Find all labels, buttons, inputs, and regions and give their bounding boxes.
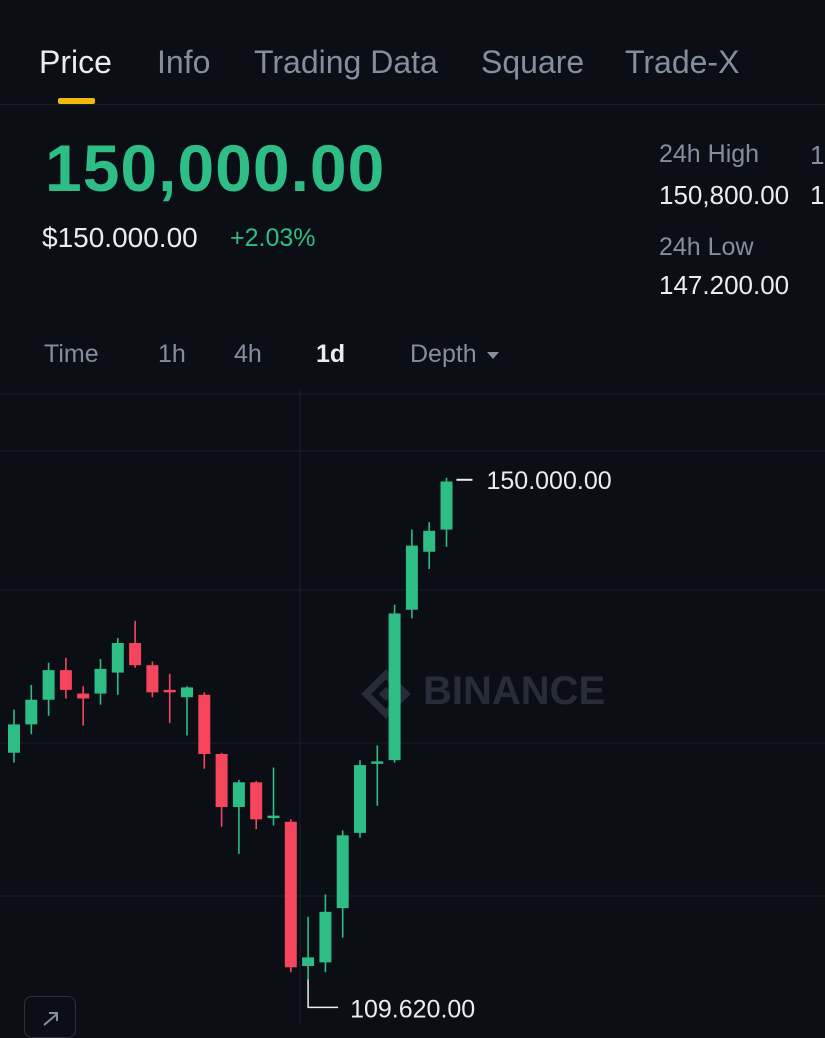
candle [423,522,436,570]
candle-body [25,699,38,725]
active-tab-indicator [58,98,95,104]
candles [8,477,453,980]
candle [440,477,453,547]
last-price: 150,000.00 [45,131,386,205]
candle-body [163,689,176,693]
clipped-stat-label: 1 [810,140,825,170]
candle-body [146,665,159,693]
candle-body [354,765,366,833]
low-24h-label: 24h Low [659,233,754,261]
tab-square[interactable]: Square [481,44,585,80]
candle-body [59,670,72,690]
tab-info[interactable]: Info [157,44,211,80]
candle-body [215,753,228,807]
candle-body [42,670,55,700]
candle-body [267,815,280,819]
candle [129,620,142,668]
candle [302,916,315,980]
candle [250,781,263,830]
expand-arrow-icon [43,1012,58,1026]
low-24h-value: 147.200.00 [659,270,790,300]
candle [232,779,245,854]
candle-body [302,957,315,967]
candlestick-chart[interactable]: BINANCE 150.000.00 109.620.00 [0,390,825,1024]
depth-label: Depth [410,340,477,368]
chart-canvas: BINANCE 150.000.00 109.620.00 [0,390,825,1024]
clipped-stat-value: 1 [810,180,825,210]
binance-watermark: BINANCE [361,669,605,719]
candle-body [440,481,453,530]
candle-body [8,724,20,753]
candle [42,662,55,716]
price-change-percent: +2.03% [230,224,316,252]
candle [215,752,228,827]
candle-body [232,782,245,807]
candle [405,529,418,619]
high-24h-value: 150,800.00 [659,180,790,210]
candle [336,830,349,938]
candle-body [181,687,193,698]
chart-grid [0,390,825,1024]
candle-body [94,668,107,694]
interval-time[interactable]: Time [44,340,99,368]
interval-1h[interactable]: 1h [158,340,186,368]
watermark-text: BINANCE [423,669,605,713]
candle-body [336,835,349,909]
candle [181,686,193,736]
candle [111,638,124,695]
candle [146,661,159,698]
candle [388,604,401,763]
tab-trading-data[interactable]: Trading Data [254,44,438,80]
candle [319,894,332,973]
tab-trade-x[interactable]: Trade-X [625,44,740,80]
interval-depth-dropdown[interactable]: Depth [410,340,499,369]
candle-body [284,821,297,968]
candle [163,673,176,724]
expand-chart-button[interactable] [24,996,76,1038]
candle-body [198,694,211,754]
candle [284,819,297,973]
candle-body [371,761,384,764]
candle [198,692,211,769]
max-price-label: 150.000.00 [487,467,612,495]
candle-body [319,911,332,963]
usd-price: $150.000.00 [42,222,198,253]
candle [59,657,72,699]
interval-4h[interactable]: 4h [234,340,262,368]
interval-1d[interactable]: 1d [316,340,346,368]
min-price-label: 109.620.00 [350,995,475,1023]
candle [8,709,20,763]
candle-body [423,530,436,552]
candle [354,760,366,838]
tab-price[interactable]: Price [39,44,112,80]
candle [94,659,107,705]
candle-body [77,693,90,699]
candle-body [405,545,418,610]
high-24h-label: 24h High [659,140,760,168]
candle [77,686,90,726]
candle [267,767,280,826]
candle-body [388,613,401,761]
chevron-down-icon [486,351,499,359]
candle-body [250,782,263,820]
candle-body [129,643,142,666]
candle-body [111,643,124,673]
candle [371,745,384,806]
min-price-marker [307,979,339,1009]
candle [25,684,38,735]
top-tab-bar: Price Info Trading Data Square Trade-X [0,0,825,105]
price-annotations: 150.000.00 109.620.00 [307,467,612,1023]
